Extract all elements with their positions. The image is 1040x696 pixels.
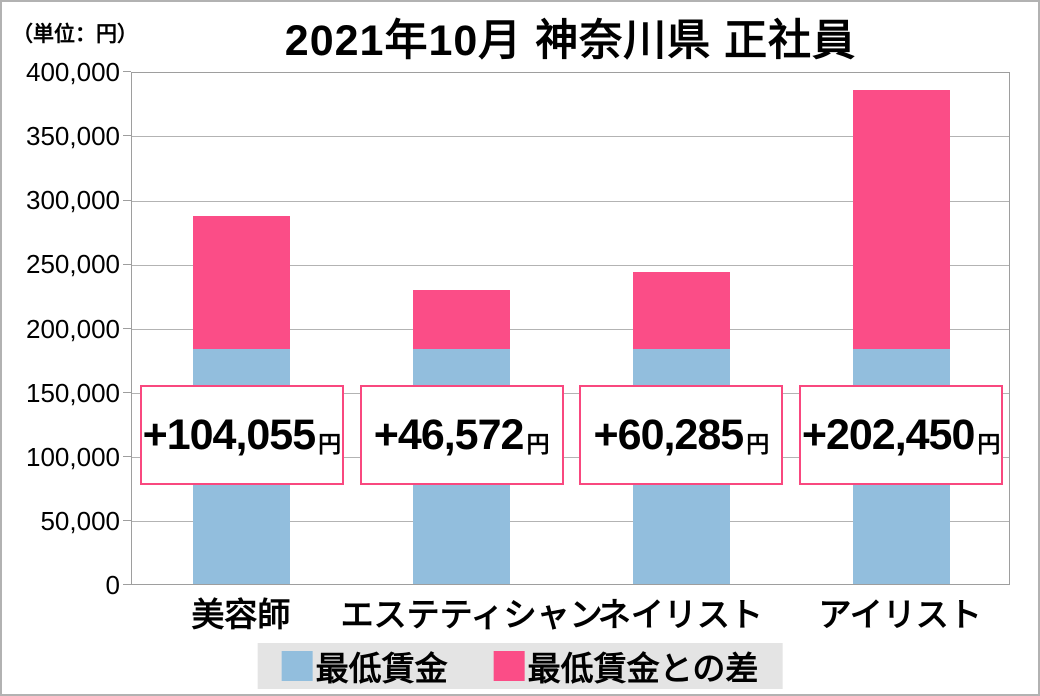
bar-segment-diff bbox=[413, 289, 511, 350]
bar-segment-diff bbox=[632, 271, 730, 350]
gridline bbox=[132, 457, 1009, 458]
y-axis-tick-label: 200,000 bbox=[26, 313, 120, 344]
diff-label-box: +46,572 円 bbox=[359, 385, 564, 485]
gridline bbox=[132, 264, 1009, 266]
y-axis-tick-mark bbox=[123, 456, 131, 457]
gridline bbox=[132, 200, 1009, 202]
legend-label-min-wage: 最低賃金 bbox=[315, 650, 448, 687]
bar-segment-diff bbox=[852, 89, 950, 350]
legend-swatch-diff bbox=[493, 651, 525, 681]
x-axis-label: エステティシャン bbox=[340, 596, 603, 633]
diff-label-box: +104,055 円 bbox=[139, 385, 344, 485]
diff-label-suffix: 円 bbox=[746, 431, 770, 457]
y-axis-tick-label: 150,000 bbox=[26, 377, 120, 408]
x-axis-label: 美容師 bbox=[191, 596, 291, 633]
plot-area: +104,055 円 +46,572 円 +60,285 円 +202,450 円 bbox=[131, 72, 1010, 585]
y-axis-tick-label: 400,000 bbox=[26, 57, 120, 87]
legend-item-diff: 最低賃金との差 bbox=[493, 642, 759, 690]
diff-label-value: +202,450 bbox=[801, 410, 976, 459]
legend-swatch-min-wage bbox=[281, 651, 313, 681]
chart-title: 2021年10月 神奈川県 正社員 bbox=[284, 17, 857, 65]
y-axis-tick-label: 250,000 bbox=[26, 249, 120, 280]
y-axis-tick-mark bbox=[123, 135, 131, 137]
gridline bbox=[132, 136, 1009, 138]
x-axis-label: アイリスト bbox=[818, 596, 982, 633]
diff-label-box: +60,285 円 bbox=[579, 385, 784, 485]
y-axis-tick-mark bbox=[123, 199, 131, 201]
diff-label-box: +202,450 円 bbox=[799, 385, 1004, 485]
y-axis-tick-label: 50,000 bbox=[40, 505, 120, 536]
y-axis-tick-label: 100,000 bbox=[26, 441, 120, 472]
y-axis-tick-mark bbox=[123, 263, 131, 265]
diff-label-value: +46,572 bbox=[373, 410, 525, 459]
diff-label-suffix: 円 bbox=[318, 431, 342, 457]
y-axis-tick-label: 350,000 bbox=[26, 121, 120, 152]
gridline bbox=[132, 328, 1009, 330]
x-axis-label: ネイリスト bbox=[597, 596, 763, 633]
legend-label-diff: 最低賃金との差 bbox=[527, 650, 759, 687]
diff-label-value: +104,055 bbox=[142, 410, 317, 459]
unit-label: （単位：円） bbox=[12, 23, 138, 46]
y-axis-tick-mark bbox=[123, 391, 131, 393]
y-axis-tick-label: 0 bbox=[105, 570, 120, 600]
gridline bbox=[132, 521, 1009, 523]
y-axis-tick-label: 300,000 bbox=[26, 185, 120, 216]
diff-label-suffix: 円 bbox=[526, 431, 550, 457]
bar-segment-diff bbox=[193, 215, 291, 350]
y-axis-tick-mark bbox=[123, 71, 131, 73]
diff-label-suffix: 円 bbox=[977, 431, 1001, 457]
legend: 最低賃金 最低賃金との差 bbox=[257, 642, 783, 690]
y-axis-tick-mark bbox=[123, 327, 131, 329]
y-axis-tick-mark bbox=[123, 584, 131, 586]
y-axis-tick-mark bbox=[123, 520, 131, 522]
legend-item-min-wage: 最低賃金 bbox=[281, 642, 448, 690]
gridline bbox=[132, 392, 1009, 394]
diff-label-value: +60,285 bbox=[593, 410, 745, 459]
